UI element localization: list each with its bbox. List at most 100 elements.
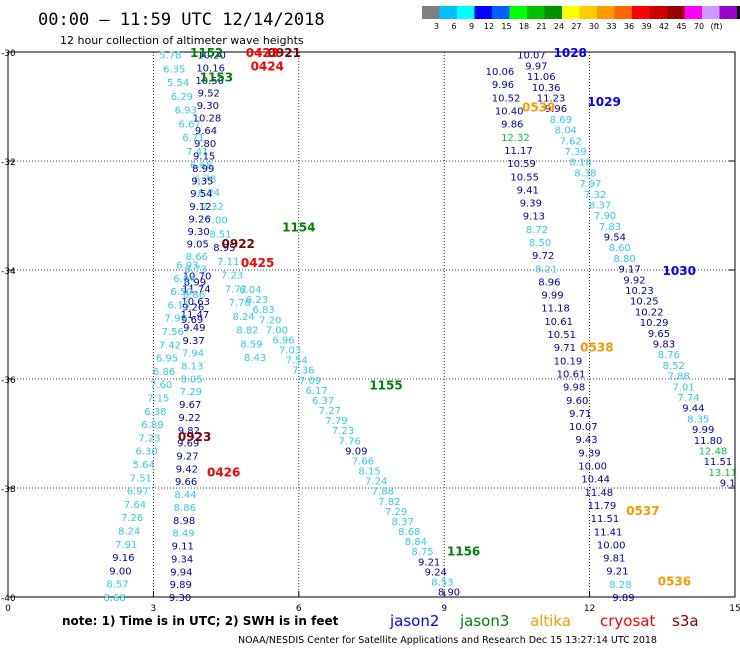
x-tick-label: 12 <box>584 604 595 614</box>
wave-height-value: 10.23 <box>625 286 654 297</box>
wave-height-value: 10.44 <box>581 475 610 486</box>
wave-height-value: 7.29 <box>385 507 407 518</box>
wave-height-value: 9.96 <box>492 80 514 91</box>
wave-height-value: 7.01 <box>672 382 694 393</box>
wave-height-value: 11.47 <box>181 310 210 321</box>
wave-height-value: 7.51 <box>130 473 152 484</box>
legend-swatch <box>684 6 702 19</box>
wave-height-value: 9.65 <box>648 329 670 340</box>
wave-height-value: 10.70 <box>183 271 212 282</box>
satellite-tracks: 5.78 6.35 5.54 6.29 6.93 6.67 6.71 7.41 6.68 6.78… <box>103 51 737 604</box>
pass-time-label: 1155 <box>369 378 402 392</box>
gridlines <box>8 52 735 597</box>
wave-height-value: 7.83 <box>599 222 621 233</box>
wave-height-value: 7.97 <box>579 179 601 190</box>
wave-height-value: 9.00 <box>109 566 131 577</box>
pass-time-label: 0922 <box>222 237 255 251</box>
wave-height-value: 6.17 <box>305 386 327 397</box>
wave-height-value: 8.76 <box>658 350 680 361</box>
plot-frame <box>7 51 736 598</box>
wave-height-value: 8.44 <box>174 490 196 501</box>
wave-height-value: 11.06 <box>527 72 556 83</box>
wave-height-value: 9.67 <box>179 400 201 411</box>
wave-height-value: 7.88 <box>372 487 394 498</box>
wave-height-value: 9.89 <box>612 593 634 604</box>
wave-height-value: 11.80 <box>694 436 723 447</box>
wave-height-value: 9.71 <box>554 343 576 354</box>
legend-swatch <box>492 6 510 19</box>
wave-height-value: 10.61 <box>544 317 573 328</box>
wave-height-value: 10.00 <box>597 540 626 551</box>
wave-height-value: 10.59 <box>507 159 536 170</box>
wave-height-value: 9.80 <box>194 139 216 150</box>
wave-height-value: 11.18 <box>541 304 570 315</box>
wave-height-value: 6.95 <box>156 354 178 365</box>
wave-height-value: 10.55 <box>510 172 539 183</box>
pass-time-label: 0923 <box>178 430 211 444</box>
wave-height-value: 9.99 <box>692 425 714 436</box>
legend-swatch <box>614 6 632 19</box>
wave-height-value: 9.82 <box>178 426 200 437</box>
wave-height-value: 7.23 <box>332 426 354 437</box>
wave-height-value: 11.51 <box>704 457 733 468</box>
legend-swatch <box>439 6 457 19</box>
legend-swatch <box>702 6 720 19</box>
legend-label: (ft) <box>710 22 722 31</box>
wave-height-value: 10.06 <box>486 67 515 78</box>
wave-height-value: 7.39 <box>564 147 586 158</box>
wave-height-value: 9.30 <box>169 593 191 604</box>
legend-swatch <box>457 6 475 19</box>
wave-height-value: 7.23 <box>138 433 160 444</box>
wave-height-value: 8.37 <box>392 517 414 528</box>
wave-height-value: 8.86 <box>183 290 205 301</box>
wave-height-value: 7.36 <box>292 366 314 377</box>
wave-height-value: 11.48 <box>584 488 613 499</box>
wave-height-value: 9.72 <box>532 251 554 262</box>
wave-height-value: 7.09 <box>299 376 321 387</box>
legend-swatch <box>632 6 650 19</box>
wave-height-value: 9.60 <box>566 396 588 407</box>
legend-swatch <box>509 6 527 19</box>
credit-line: NOAA/NESDIS Center for Satellite Applica… <box>238 635 657 646</box>
wave-height-value: 5.64 <box>133 460 155 471</box>
wave-height-value: 6.71 <box>182 133 204 144</box>
wave-height-value: 9.1 <box>720 479 736 490</box>
pass-time-label: 0423 <box>246 46 279 60</box>
wave-height-value: 8.53 <box>431 577 453 588</box>
pass-time-label: 1029 <box>587 95 620 109</box>
wave-height-value: 9.83 <box>653 340 675 351</box>
satellite-name: jason2 <box>389 612 439 630</box>
wave-height-value: 9.42 <box>176 464 198 475</box>
wave-height-value: 7.82 <box>378 497 400 508</box>
wave-height-value: 8.99 <box>184 277 206 288</box>
wave-height-value: 6.50 <box>170 287 192 298</box>
wave-height-value: 10.20 <box>197 51 226 62</box>
wave-height-value: 10.52 <box>492 93 521 104</box>
wave-height-value: 9.30 <box>188 227 210 238</box>
wave-height-value: 8.35 <box>687 414 709 425</box>
wave-height-value: 10.63 <box>181 297 210 308</box>
y-tick-label: -32 <box>1 158 16 168</box>
wave-height-value: 9.27 <box>176 452 198 463</box>
legend-swatch <box>719 6 737 19</box>
satellite-name: cryosat <box>600 612 655 630</box>
color-scale-legend: 3 6 9 12 15 18 21 24 27 30 33 36 39 42 45 70 (ft) <box>422 6 740 31</box>
wave-height-value: 7.00 <box>266 325 288 336</box>
wave-height-value: 9.11 <box>172 542 194 553</box>
satellite-name: altika <box>530 612 571 630</box>
wave-height-value: 9.13 <box>523 212 545 223</box>
pass-time-label: 0537 <box>626 504 659 518</box>
legend-label: 36 <box>624 22 634 31</box>
wave-height-value: 8.52 <box>663 361 685 372</box>
wave-height-value: 8.98 <box>173 516 195 527</box>
wave-height-value: 7.72 <box>225 284 247 295</box>
wave-height-value: 9.39 <box>578 448 600 459</box>
wave-height-value: 9.21 <box>418 557 440 568</box>
wave-height-value: 9.43 <box>575 435 597 446</box>
wave-height-value: 7.42 <box>159 340 181 351</box>
wave-height-value: 9.94 <box>170 567 192 578</box>
y-tick-label: -34 <box>1 267 16 277</box>
wave-height-value: 9.81 <box>603 554 625 565</box>
